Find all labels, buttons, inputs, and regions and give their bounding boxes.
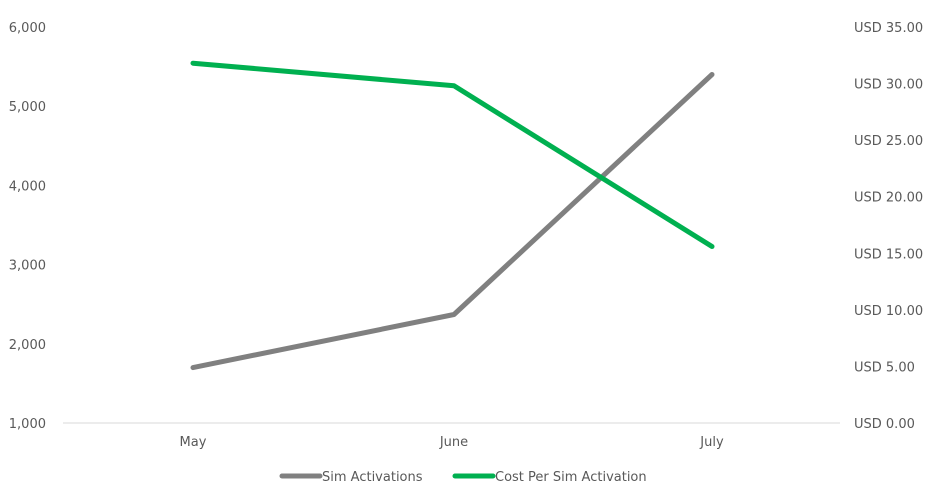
x-tick-label: June [439, 435, 468, 450]
right-tick-label: USD 15.00 [854, 247, 923, 262]
series-line [190, 60, 715, 249]
series-line [190, 72, 715, 371]
series-lines [190, 60, 715, 371]
left-tick-label: 5,000 [9, 100, 46, 115]
right-tick-label: USD 25.00 [854, 134, 923, 149]
left-axis-ticks: 1,000 2,000 3,000 4,000 5,000 6,000 [9, 21, 46, 432]
left-tick-label: 1,000 [9, 417, 46, 432]
legend-label: Cost Per Sim Activation [495, 470, 647, 485]
left-tick-label: 3,000 [9, 259, 46, 274]
right-tick-label: USD 35.00 [854, 21, 923, 36]
x-axis-ticks: May June July [180, 435, 724, 450]
right-tick-label: USD 30.00 [854, 78, 923, 93]
right-tick-label: USD 0.00 [854, 417, 915, 432]
right-tick-label: USD 20.00 [854, 191, 923, 206]
left-tick-label: 2,000 [9, 338, 46, 353]
left-tick-label: 4,000 [9, 179, 46, 194]
right-tick-label: USD 5.00 [854, 360, 915, 375]
x-tick-label: May [180, 435, 207, 450]
right-axis-ticks: USD 0.00 USD 5.00 USD 10.00 USD 15.00 USD 20… [854, 21, 923, 432]
x-tick-label: July [699, 435, 724, 450]
legend: Sim Activations Cost Per Sim Activation [279, 470, 647, 485]
legend-label: Sim Activations [322, 470, 423, 485]
left-tick-label: 6,000 [9, 21, 46, 36]
right-tick-label: USD 10.00 [854, 304, 923, 319]
